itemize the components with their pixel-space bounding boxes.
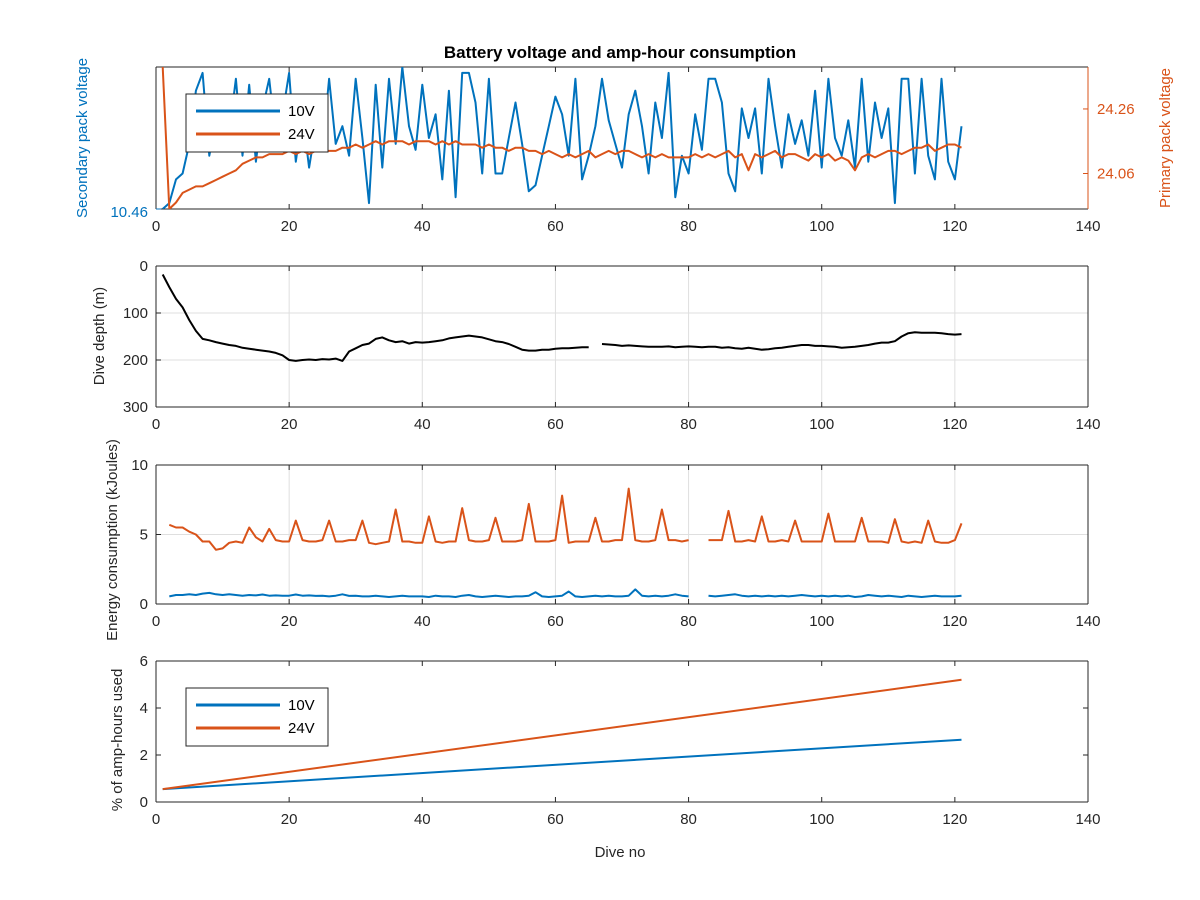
- y-tick-label: 200: [123, 352, 148, 369]
- x-tick-label: 0: [152, 811, 160, 828]
- x-tick-label: 40: [414, 416, 431, 433]
- x-tick-label: 120: [942, 416, 967, 433]
- y-left-tick-label: 10.46: [110, 204, 148, 221]
- series-line-24v: [168, 487, 963, 551]
- y-right-tick-label: 24.26: [1097, 101, 1135, 118]
- x-tick-label: 140: [1075, 811, 1100, 828]
- y-tick-label: 0: [140, 794, 148, 811]
- y-tick-label: 2: [140, 747, 148, 764]
- y-tick-label: 6: [140, 653, 148, 670]
- x-tick-label: 20: [281, 218, 298, 235]
- x-tick-label: 140: [1075, 613, 1100, 630]
- series-line-24v: [162, 678, 962, 791]
- x-tick-label: 80: [680, 218, 697, 235]
- y-tick-label: 10: [131, 457, 148, 474]
- x-tick-label: 80: [680, 811, 697, 828]
- x-tick-label: 20: [281, 811, 298, 828]
- series-line-24v: [161, 67, 962, 209]
- x-tick-label: 40: [414, 218, 431, 235]
- x-tick-label: 140: [1075, 218, 1100, 235]
- x-tick-label: 20: [281, 416, 298, 433]
- y-tick-label: 300: [123, 399, 148, 416]
- y-tick-label: 4: [140, 700, 148, 717]
- x-tick-label: 100: [809, 218, 834, 235]
- x-tick-label: 120: [942, 218, 967, 235]
- plot-area: 0 20 40 60 80 100 120 14010.4624.0624.26Seconda…: [74, 58, 1174, 828]
- x-tick-label: 40: [414, 811, 431, 828]
- x-axis-label: Dive no: [595, 844, 646, 861]
- y-axis-label: Dive depth (m): [91, 287, 108, 385]
- x-tick-label: 80: [680, 613, 697, 630]
- x-tick-label: 80: [680, 416, 697, 433]
- x-tick-label: 0: [152, 613, 160, 630]
- y-right-tick-label: 24.06: [1097, 166, 1135, 183]
- y-left-axis-label: Secondary pack voltage: [74, 58, 91, 218]
- legend-label: 10V: [288, 103, 315, 120]
- x-tick-label: 20: [281, 613, 298, 630]
- x-tick-label: 120: [942, 613, 967, 630]
- voltage-panel: 0 20 40 60 80 100 120 140 10.46 24.06 24.26 Seconda…: [74, 58, 1174, 235]
- y-right-axis-label: Primary pack voltage: [1157, 68, 1174, 208]
- x-tick-label: 60: [547, 416, 564, 433]
- y-axis-label: Energy consumption (kJoules): [104, 439, 121, 641]
- legend-label: 24V: [288, 126, 315, 143]
- series-line-10v: [162, 738, 962, 791]
- legend-box: [185, 687, 329, 747]
- x-tick-label: 100: [809, 811, 834, 828]
- legend-label: 10V: [288, 697, 315, 714]
- legend-box: [185, 93, 329, 153]
- series-line-10v: [162, 67, 963, 209]
- legend-label: 24V: [288, 720, 315, 737]
- depth-line: [161, 274, 962, 362]
- y-tick-label: 0: [140, 596, 148, 613]
- x-tick-label: 0: [152, 218, 160, 235]
- x-tick-label: 40: [414, 613, 431, 630]
- y-axis-label: % of amp-hours used: [109, 669, 126, 812]
- y-tick-label: 100: [123, 305, 148, 322]
- y-tick-label: 5: [140, 527, 148, 544]
- x-tick-label: 60: [547, 811, 564, 828]
- x-tick-label: 120: [942, 811, 967, 828]
- x-tick-label: 0: [152, 416, 160, 433]
- x-tick-label: 100: [809, 416, 834, 433]
- x-tick-label: 60: [547, 218, 564, 235]
- x-tick-label: 140: [1075, 416, 1100, 433]
- series-line-10v: [169, 588, 962, 598]
- y-tick-label: 0: [140, 258, 148, 275]
- x-tick-label: 100: [809, 613, 834, 630]
- figure-title: Battery voltage and amp-hour consumption: [444, 43, 796, 62]
- x-tick-label: 60: [547, 613, 564, 630]
